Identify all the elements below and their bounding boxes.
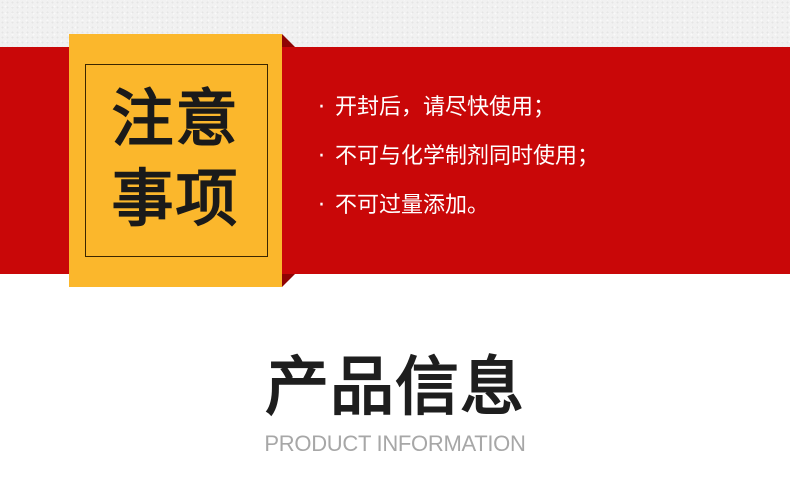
notice-item-text: 开封后，请尽快使用； — [335, 95, 556, 120]
product-info-subtitle: PRODUCT INFORMATION — [264, 431, 526, 456]
notice-title-frame — [85, 64, 268, 257]
notice-title-line-1: 注意 — [111, 82, 240, 155]
banner-fold-top — [282, 34, 295, 47]
notice-item-text: 不可过量添加。 — [335, 193, 490, 218]
product-info-title: 产品信息 — [265, 350, 525, 425]
bullet-dot: · — [318, 144, 325, 169]
bullet-dot: · — [318, 193, 325, 218]
notice-title-box: 注意 事项 — [69, 34, 282, 287]
bullet-dot: · — [318, 95, 325, 120]
notice-item: · 不可与化学制剂同时使用； — [318, 145, 599, 169]
notice-item-text: 不可与化学制剂同时使用； — [335, 144, 600, 169]
notice-title-line-2: 事项 — [111, 162, 240, 235]
notice-list: · 开封后，请尽快使用； · 不可与化学制剂同时使用； · 不可过量添加。 — [318, 96, 599, 243]
notice-item: · 不可过量添加。 — [318, 194, 599, 218]
notice-item: · 开封后，请尽快使用； — [318, 96, 599, 120]
banner-fold-bottom — [282, 274, 295, 287]
